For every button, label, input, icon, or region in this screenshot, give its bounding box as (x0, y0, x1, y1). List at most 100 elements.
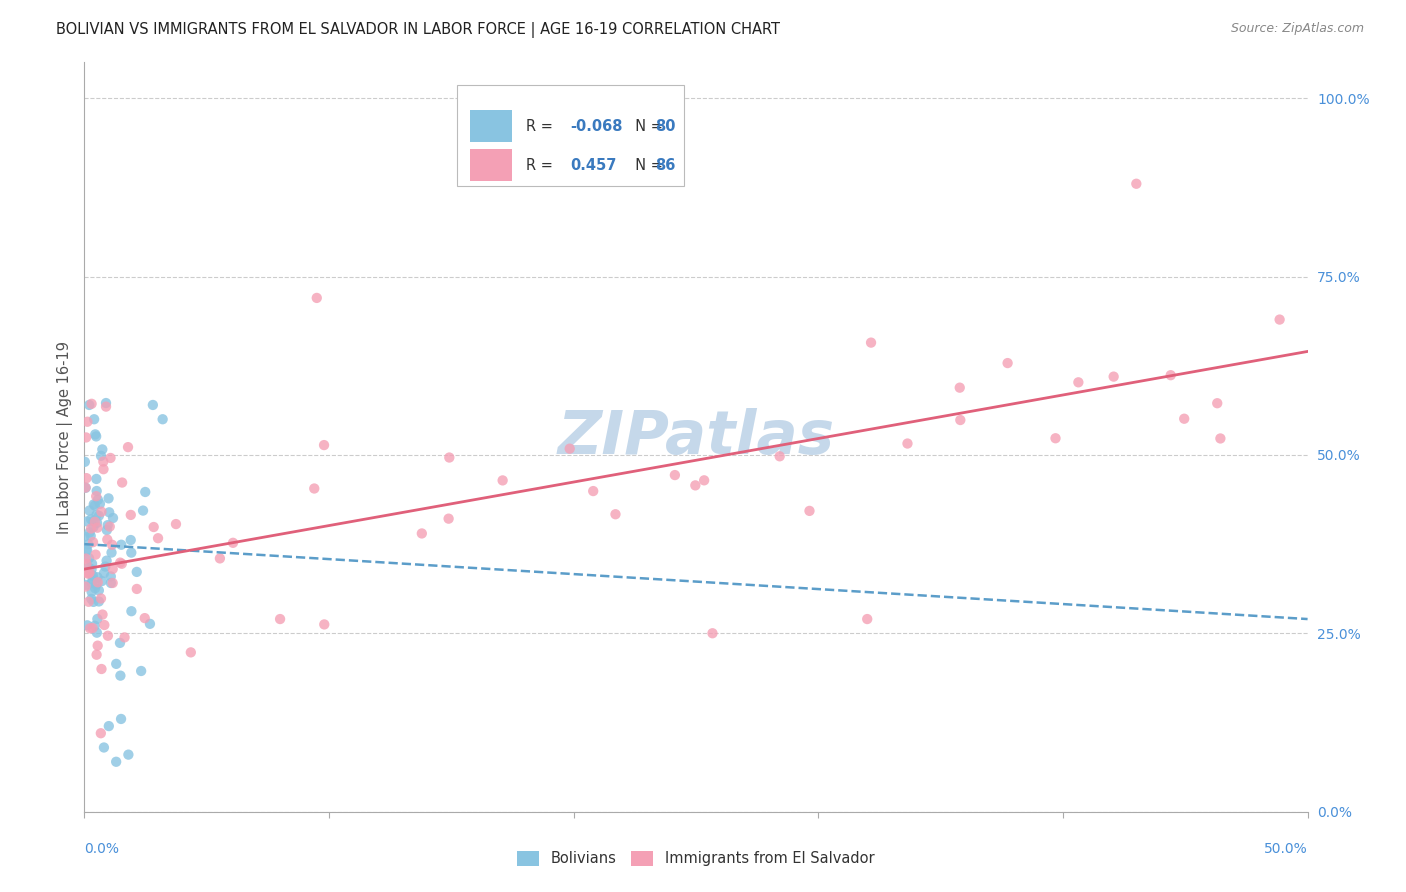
Point (117, 747, 139, 762)
Point (84, 581, 107, 595)
Point (77, 595, 100, 609)
Point (269, 612, 291, 626)
Point (491, 474, 513, 488)
Point (93, 462, 115, 476)
Point (80, 397, 103, 411)
Point (90, 505, 112, 519)
Point (73, 455, 96, 469)
Point (80, 591, 103, 606)
Point (111, 557, 134, 571)
Point (1209, 432, 1232, 446)
Point (120, 604, 142, 618)
Point (120, 533, 142, 547)
Point (101, 511, 124, 525)
Point (82, 514, 104, 528)
Point (93, 618, 115, 632)
Point (77, 566, 100, 581)
Text: BOLIVIAN VS IMMIGRANTS FROM EL SALVADOR IN LABOR FORCE | AGE 16-19 CORRELATION C: BOLIVIAN VS IMMIGRANTS FROM EL SALVADOR … (56, 22, 780, 38)
Point (83, 412, 105, 426)
Point (90, 449, 112, 463)
Point (949, 413, 972, 427)
Point (1067, 376, 1090, 390)
Point (100, 450, 122, 465)
Point (91, 454, 114, 468)
Point (1102, 369, 1125, 384)
Point (75, 543, 97, 558)
Point (80, 562, 103, 576)
Point (105, 755, 128, 769)
Point (97, 518, 120, 533)
Point (86, 472, 108, 486)
Point (165, 517, 187, 532)
Point (605, 508, 627, 522)
Point (80, 522, 103, 536)
Text: R =: R = (526, 158, 562, 172)
Point (437, 511, 460, 525)
Point (79, 566, 101, 580)
Point (76, 618, 98, 632)
Point (75, 430, 97, 444)
Point (75, 580, 97, 594)
Point (86, 483, 108, 498)
Point (105, 657, 128, 671)
Point (84, 548, 107, 562)
Point (77, 537, 100, 551)
Point (77, 560, 100, 574)
Point (222, 536, 245, 550)
Point (896, 436, 918, 450)
Point (83, 619, 105, 633)
Point (82, 520, 104, 534)
Point (86, 516, 108, 530)
Point (86, 508, 108, 522)
Point (1160, 368, 1182, 383)
Point (120, 508, 142, 522)
Point (84, 515, 107, 529)
Point (664, 468, 686, 483)
Point (98, 505, 121, 519)
Point (110, 668, 132, 682)
Point (125, 582, 148, 596)
Point (90, 726, 112, 740)
Text: -0.068: -0.068 (569, 119, 623, 134)
Point (111, 475, 134, 490)
Point (76, 543, 98, 558)
Point (685, 478, 707, 492)
Bar (470, 111, 513, 142)
Text: N =: N = (626, 158, 668, 172)
Point (94, 396, 117, 410)
Text: R =: R = (526, 119, 557, 134)
Point (86, 648, 108, 662)
Point (77, 551, 100, 566)
Point (76, 515, 98, 529)
Point (75, 481, 97, 495)
Point (73, 530, 96, 544)
Point (108, 556, 131, 570)
Point (93, 566, 115, 580)
Point (79, 503, 101, 517)
Point (100, 545, 122, 559)
Point (134, 611, 156, 625)
Point (146, 531, 169, 545)
Point (152, 412, 174, 426)
Point (97, 491, 120, 506)
Point (82, 621, 104, 635)
Point (139, 616, 162, 631)
Point (87, 492, 110, 507)
Point (132, 503, 155, 517)
Point (856, 612, 879, 626)
Text: ZIPatlas: ZIPatlas (557, 408, 835, 467)
Point (1206, 396, 1229, 410)
Point (142, 398, 165, 412)
Point (98, 519, 121, 533)
Text: 0.0%: 0.0% (84, 842, 120, 856)
Point (411, 526, 433, 541)
Point (79, 621, 101, 635)
Point (305, 291, 328, 305)
Point (91, 442, 114, 457)
Point (134, 485, 156, 500)
Point (314, 617, 336, 632)
Point (949, 381, 972, 395)
Point (87, 583, 110, 598)
Point (96, 554, 118, 568)
Point (87, 575, 110, 590)
